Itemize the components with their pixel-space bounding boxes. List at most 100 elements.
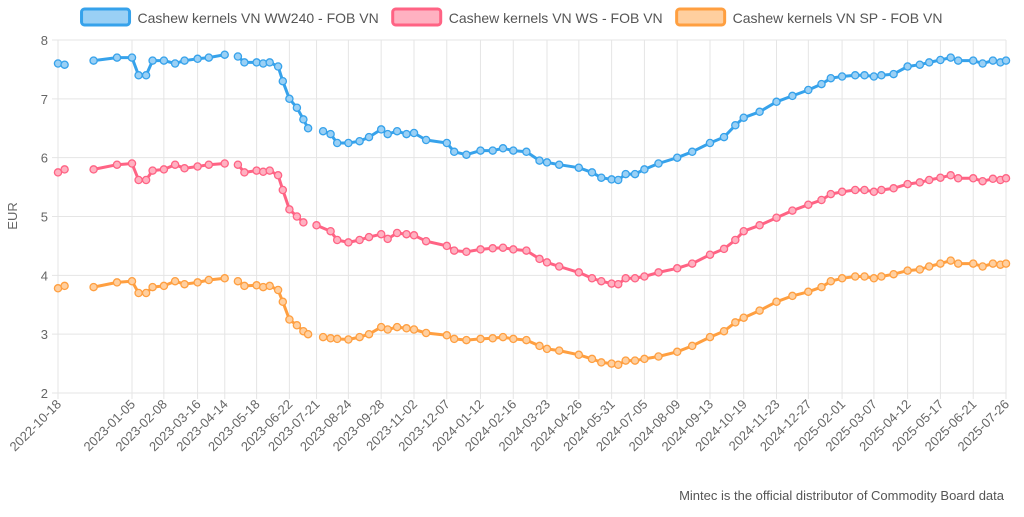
data-point[interactable] <box>278 297 288 307</box>
data-point[interactable] <box>344 238 353 247</box>
data-point[interactable] <box>903 266 912 275</box>
data-point[interactable] <box>265 166 274 175</box>
data-point[interactable] <box>946 256 955 265</box>
data-point[interactable] <box>233 276 243 286</box>
data-point[interactable] <box>204 53 214 62</box>
data-point[interactable] <box>476 245 485 254</box>
data-point[interactable] <box>804 200 813 209</box>
data-point[interactable] <box>193 278 202 287</box>
data-point[interactable] <box>89 56 98 65</box>
data-point[interactable] <box>498 332 508 342</box>
data-point[interactable] <box>936 55 945 65</box>
data-point[interactable] <box>326 129 335 139</box>
data-point[interactable] <box>409 231 419 240</box>
data-point[interactable] <box>889 184 898 193</box>
data-point[interactable] <box>442 138 452 148</box>
legend-item-2[interactable]: Cashew kernels VN WS - FOB VN <box>391 7 663 27</box>
data-point[interactable] <box>613 279 623 289</box>
data-point[interactable] <box>597 173 606 182</box>
data-point[interactable] <box>285 94 294 104</box>
data-point[interactable] <box>654 268 663 277</box>
data-point[interactable] <box>574 163 584 172</box>
data-point[interactable] <box>860 272 869 281</box>
data-point[interactable] <box>383 234 392 244</box>
data-point[interactable] <box>903 179 912 189</box>
data-point[interactable] <box>392 126 402 136</box>
data-point[interactable] <box>788 91 797 101</box>
data-point[interactable] <box>826 189 836 199</box>
data-point[interactable] <box>376 125 386 134</box>
data-point[interactable] <box>376 229 386 239</box>
data-point[interactable] <box>355 332 364 342</box>
data-point[interactable] <box>924 175 934 185</box>
data-point[interactable] <box>60 281 69 291</box>
data-point[interactable] <box>597 358 606 367</box>
data-point[interactable] <box>1001 56 1011 65</box>
data-point[interactable] <box>285 205 294 214</box>
data-point[interactable] <box>326 226 335 236</box>
data-point[interactable] <box>621 169 630 179</box>
data-point[interactable] <box>687 341 697 351</box>
data-point[interactable] <box>332 138 342 148</box>
data-point[interactable] <box>654 352 663 361</box>
data-point[interactable] <box>837 274 847 283</box>
data-point[interactable] <box>273 171 283 180</box>
data-point[interactable] <box>988 56 998 65</box>
data-point[interactable] <box>159 281 169 291</box>
data-point[interactable] <box>877 71 886 80</box>
data-point[interactable] <box>654 159 663 168</box>
data-point[interactable] <box>731 235 740 245</box>
data-point[interactable] <box>134 175 143 185</box>
data-point[interactable] <box>719 132 729 142</box>
data-point[interactable] <box>112 278 122 287</box>
data-point[interactable] <box>292 321 302 330</box>
data-point[interactable] <box>402 129 411 139</box>
data-point[interactable] <box>554 262 564 271</box>
data-point[interactable] <box>535 156 544 165</box>
data-point[interactable] <box>607 359 616 368</box>
data-point[interactable] <box>141 175 151 185</box>
data-point[interactable] <box>488 334 497 343</box>
data-point[interactable] <box>705 332 715 342</box>
data-point[interactable] <box>204 275 214 285</box>
data-point[interactable] <box>772 213 781 222</box>
data-point[interactable] <box>148 282 157 292</box>
data-point[interactable] <box>488 244 497 253</box>
data-point[interactable] <box>788 291 797 301</box>
data-point[interactable] <box>936 259 945 268</box>
data-point[interactable] <box>522 335 531 345</box>
data-point[interactable] <box>180 164 189 173</box>
data-point[interactable] <box>988 259 998 268</box>
data-point[interactable] <box>127 53 137 62</box>
data-point[interactable] <box>312 221 321 230</box>
data-point[interactable] <box>449 246 459 255</box>
data-point[interactable] <box>344 335 353 344</box>
data-point[interactable] <box>383 129 392 139</box>
data-point[interactable] <box>936 173 945 182</box>
data-point[interactable] <box>421 135 431 145</box>
data-point[interactable] <box>220 159 229 168</box>
data-point[interactable] <box>240 168 249 177</box>
data-point[interactable] <box>804 85 813 95</box>
data-point[interactable] <box>739 226 748 236</box>
data-point[interactable] <box>826 73 836 83</box>
data-point[interactable] <box>265 58 274 67</box>
data-point[interactable] <box>522 246 531 255</box>
data-point[interactable] <box>180 56 189 65</box>
data-point[interactable] <box>889 269 898 279</box>
data-point[interactable] <box>1001 259 1011 268</box>
data-point[interactable] <box>127 159 137 168</box>
data-point[interactable] <box>672 264 682 273</box>
data-point[interactable] <box>924 262 934 271</box>
data-point[interactable] <box>869 274 879 283</box>
data-point[interactable] <box>285 315 294 324</box>
data-point[interactable] <box>772 297 781 307</box>
data-point[interactable] <box>587 354 597 364</box>
data-point[interactable] <box>755 221 764 230</box>
data-point[interactable] <box>731 121 740 130</box>
data-point[interactable] <box>613 360 623 370</box>
data-point[interactable] <box>1001 174 1011 183</box>
data-point[interactable] <box>953 259 963 268</box>
data-point[interactable] <box>488 146 497 155</box>
data-point[interactable] <box>877 272 886 281</box>
